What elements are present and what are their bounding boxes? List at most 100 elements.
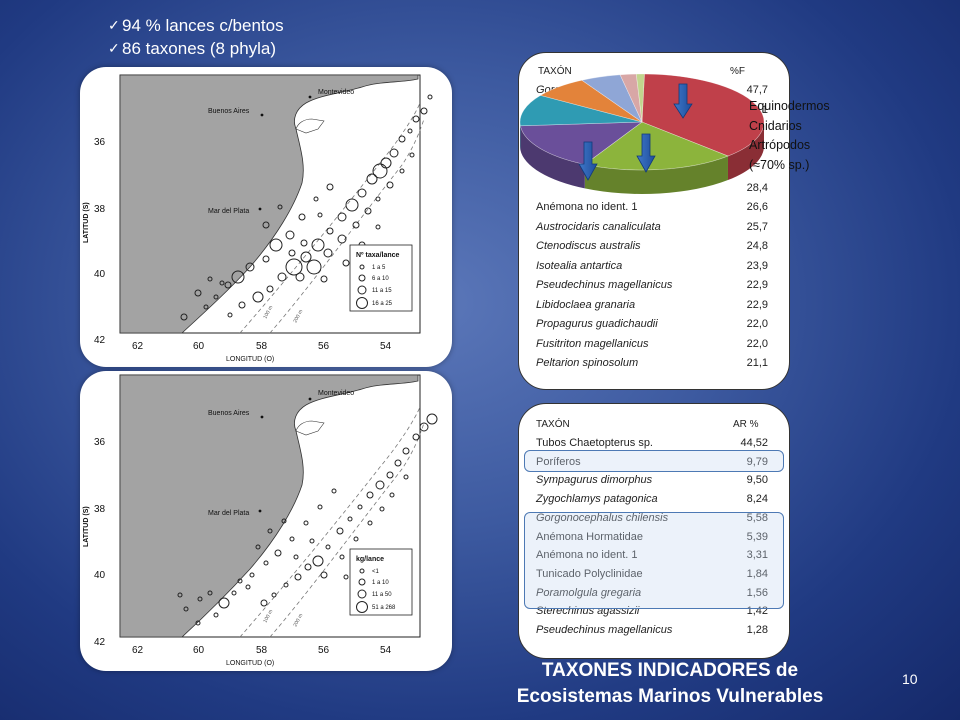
bullet-item: ✓ 94 % lances c/bentos xyxy=(108,14,284,37)
x-axis-label: LONGITUD (O) xyxy=(226,660,274,667)
svg-text:42: 42 xyxy=(94,637,106,648)
svg-text:56: 56 xyxy=(318,341,330,352)
bullet-text: 86 taxones (8 phyla) xyxy=(122,39,277,58)
pie-slice-side xyxy=(727,122,764,181)
taxon-name: Pseudechinus magellanicus xyxy=(536,279,673,291)
table-row: Libidoclaea granaria 22,9 xyxy=(536,296,776,316)
svg-text:Buenos Aires: Buenos Aires xyxy=(208,410,250,417)
bullet-item: ✓ 86 taxones (8 phyla) xyxy=(108,37,284,60)
svg-text:Mar del Plata: Mar del Plata xyxy=(208,208,249,215)
table-row: Anémona no ident. 1 3,31 xyxy=(536,546,776,566)
svg-text:54: 54 xyxy=(380,645,392,656)
taxon-name: Anémona no ident. 1 xyxy=(536,201,638,213)
taxon-name: Peltarion spinosolum xyxy=(536,357,639,369)
svg-text:62: 62 xyxy=(132,341,144,352)
map-legend: kg/lance <1 1 a 10 11 a 50 51 a 268 xyxy=(349,548,413,616)
isobath-200 xyxy=(269,118,425,334)
taxon-value: 3,31 xyxy=(746,549,768,562)
svg-text:100 m: 100 m xyxy=(262,609,274,624)
lon-ticks: 62 60 58 56 54 xyxy=(132,645,392,656)
svg-text:38: 38 xyxy=(94,204,106,215)
taxon-name: Propagurus guadichaudii xyxy=(536,318,658,330)
isobath-100 xyxy=(239,406,421,638)
phyla-annotation: Equinodermos Cnidarios Artrópodos (≈70% … xyxy=(749,97,830,175)
bullet-text: 94 % lances c/bentos xyxy=(122,16,284,35)
slide-title: TAXONES INDICADORES de Ecosistemas Marin… xyxy=(470,658,870,710)
taxon-value: 24,8 xyxy=(746,240,768,252)
column-header-frequency: %F xyxy=(730,66,745,77)
taxon-name: Tubos Chaetopterus sp. xyxy=(536,437,653,449)
svg-text:Montevideo: Montevideo xyxy=(318,390,354,397)
taxon-value: 26,6 xyxy=(746,201,768,213)
taxon-value: 47,7 xyxy=(746,84,768,96)
title-line: Ecosistemas Marinos Vulnerables xyxy=(516,686,824,707)
annotation-line: Cnidarios xyxy=(749,118,802,133)
table-row: Tubos Chaetopterus sp. 44,52 xyxy=(536,434,776,454)
taxon-name: Fusitriton magellanicus xyxy=(536,337,649,350)
pie-slice xyxy=(519,95,643,127)
taxon-value: 22,9 xyxy=(746,298,768,311)
taxon-name: Sympagurus dimorphus xyxy=(536,474,653,487)
checkmark-icon: ✓ xyxy=(108,17,120,33)
pie-slice xyxy=(641,73,764,157)
table-row: Sympagurus dimorphus 9,50 xyxy=(536,471,776,491)
isobath-200 xyxy=(269,422,425,638)
annotation-line: Equinodermos xyxy=(749,99,830,113)
highlight-box xyxy=(524,512,784,609)
svg-text:36: 36 xyxy=(94,437,106,448)
page-number: 10 xyxy=(902,671,918,687)
map-legend: Nº taxa/lance 1 a 5 6 a 10 11 a 15 16 a … xyxy=(349,244,413,312)
svg-text:6 a 10: 6 a 10 xyxy=(372,276,389,282)
taxon-value: 44,52 xyxy=(740,437,768,449)
table-row: Poramolgula gregaria 1,56 xyxy=(536,584,776,604)
y-axis-label: LATITUD (S) xyxy=(83,506,90,547)
table-row: Pseudechinus magellanicus 22,9 xyxy=(536,276,776,296)
taxon-value: 9,79 xyxy=(746,455,768,468)
taxon-value: 22,0 xyxy=(746,337,768,350)
svg-text:11 a 50: 11 a 50 xyxy=(372,592,392,598)
svg-text:60: 60 xyxy=(193,645,205,656)
column-header-taxon: TAXÓN xyxy=(538,66,572,77)
svg-text:51 a 268: 51 a 268 xyxy=(372,605,396,611)
map-city-labels: Montevideo Buenos Aires Mar del Plata xyxy=(208,89,354,215)
taxon-value: 1,84 xyxy=(746,567,768,580)
svg-text:200 m: 200 m xyxy=(292,613,304,628)
svg-text:60: 60 xyxy=(193,341,205,352)
taxa-pie-chart xyxy=(519,73,764,194)
station-circles xyxy=(180,94,433,321)
checkmark-icon: ✓ xyxy=(108,40,120,56)
taxon-name: Libidoclaea granaria xyxy=(536,298,636,311)
taxon-name: Anémona Hormatidae xyxy=(536,530,644,543)
table-row: Isotealia antartica 23,9 xyxy=(536,257,776,277)
column-header-abundance: AR % xyxy=(733,419,759,430)
abundance-table-panel: TAXÓN AR % Tubos Chaetopterus sp. 44,52 Po… xyxy=(518,403,790,659)
highlight-box xyxy=(524,450,784,472)
land-mass xyxy=(119,74,419,334)
taxon-name: Pseudechinus magellanicus xyxy=(536,624,673,636)
taxon-value: 1,28 xyxy=(746,624,768,636)
rio-de-la-plata xyxy=(295,420,325,436)
taxon-name: Zygochlamys patagonica xyxy=(536,493,658,506)
table-row: Fusitriton magellanicus 22,0 xyxy=(536,335,776,355)
table-row: Peltarion spinosolum 21,1 xyxy=(536,354,776,374)
table-row: Zygochlamys patagonica 8,24 xyxy=(536,490,776,510)
pie-slice-side xyxy=(584,156,728,194)
taxon-value: 28,4 xyxy=(746,181,768,194)
pie-slice-side xyxy=(520,125,585,189)
land-mass xyxy=(119,374,419,638)
arrows-overlay xyxy=(578,83,693,181)
svg-text:Montevideo: Montevideo xyxy=(318,89,354,96)
map-city-labels: Montevideo Buenos Aires Mar del Plata xyxy=(208,390,354,517)
column-header-taxon: TAXÓN xyxy=(536,419,570,430)
table-row: Anémona Hormatidae 5,39 xyxy=(536,528,776,548)
table-row: Anémona no ident. 1 26,6 xyxy=(536,198,776,218)
table-row: Gorgonocephalus chilensis 5,58 xyxy=(536,509,776,529)
table-row: Tunicado Polyclinidae 1,84 xyxy=(536,565,776,585)
rio-de-la-plata xyxy=(295,118,325,134)
taxon-value: 8,24 xyxy=(746,493,768,506)
table-row: Propagurus guadichaudii 22,0 xyxy=(536,315,776,335)
pie-slice xyxy=(635,73,645,123)
map-svg: Nº taxa/lance 1 a 5 6 a 10 11 a 15 16 a … xyxy=(83,74,433,363)
lat-ticks: 36 38 40 42 xyxy=(94,437,106,648)
svg-text:<1: <1 xyxy=(372,569,380,575)
